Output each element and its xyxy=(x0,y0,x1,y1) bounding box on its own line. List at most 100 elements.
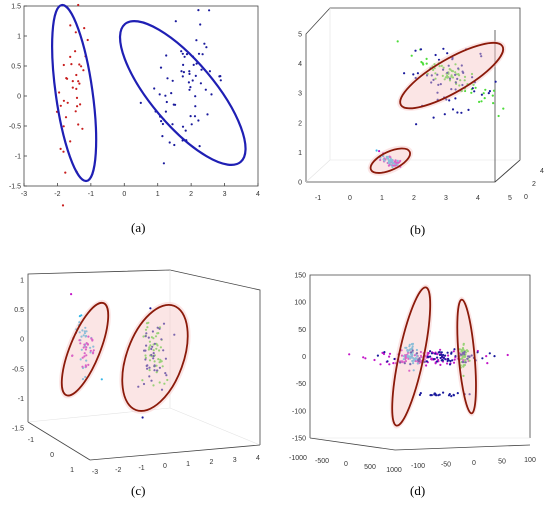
panel-d-z-tick-5: 100 xyxy=(294,300,306,307)
panel-a-point-108 xyxy=(161,122,164,126)
panel-c-point-82 xyxy=(158,349,161,352)
panel-d-y-tick-3: 50 xyxy=(498,459,506,466)
panel-b-point-194 xyxy=(460,64,463,67)
panel-c-ellipse-1 xyxy=(121,303,189,412)
panel-d-point-276 xyxy=(468,355,471,359)
panel-a-point-77 xyxy=(197,52,201,55)
panel-b-point-158 xyxy=(425,74,429,77)
panel-b-y-tick-2: 4 xyxy=(540,168,544,175)
panel-c-point-99 xyxy=(155,347,158,350)
panel-b-point-69 xyxy=(391,160,394,163)
panel-d-point-257 xyxy=(415,352,419,355)
panel-c-point-149 xyxy=(146,364,149,367)
panel-a-point-95 xyxy=(170,92,173,95)
panel-c-point-15 xyxy=(82,334,85,337)
panel-c-point-123 xyxy=(145,332,148,335)
panel-c-point-12 xyxy=(78,315,81,318)
panel-b-point-106 xyxy=(459,79,462,82)
panel-c-point-23 xyxy=(89,346,92,349)
panel-a-point-94 xyxy=(199,23,202,26)
panel-b-point-112 xyxy=(484,88,487,91)
panel-b-point-166 xyxy=(432,78,435,81)
panel-a-point-93 xyxy=(184,129,187,132)
panel-a-point-74 xyxy=(173,143,176,147)
panel-a-point-88 xyxy=(210,93,213,96)
panel-b-point-28 xyxy=(393,160,397,163)
panel-d-point-93 xyxy=(419,350,422,354)
panel-b-point-147 xyxy=(403,72,406,75)
panel-a-axes-box xyxy=(23,5,259,187)
panel-b-point-193 xyxy=(454,81,457,84)
panel-b-ellipse-1 xyxy=(399,41,505,110)
panel-d-point-134 xyxy=(408,345,411,348)
panel-c-point-105 xyxy=(145,322,149,325)
panel-b-point-99 xyxy=(483,97,486,100)
panel-d-point-3 xyxy=(388,355,391,358)
panel-d-point-288 xyxy=(466,357,469,360)
panel-d-ellipse-glow-1 xyxy=(454,296,479,417)
panel-b-point-172 xyxy=(439,83,442,86)
panel-c-point-93 xyxy=(155,342,158,345)
panel-d-point-289 xyxy=(450,352,453,355)
panel-c-point-35 xyxy=(86,343,89,346)
panel-b-point-186 xyxy=(442,47,445,50)
panel-d-point-285 xyxy=(426,355,429,358)
panel-d-point-241 xyxy=(441,355,444,358)
panel-c-point-4 xyxy=(100,378,103,381)
panel-d-point-258 xyxy=(383,351,386,354)
panel-c-point-85 xyxy=(148,346,151,349)
panel-d-point-106 xyxy=(462,359,465,362)
panel-c-point-21 xyxy=(85,359,88,362)
panel-c-point-108 xyxy=(141,379,144,382)
panel-d-point-84 xyxy=(447,354,450,357)
panel-d-point-71 xyxy=(486,362,489,365)
panel-c-point-72 xyxy=(157,358,160,361)
panel-c-x-tick-4: 1 xyxy=(186,461,190,468)
panel-b-point-5 xyxy=(379,158,382,162)
panel-c-point-59 xyxy=(92,351,95,354)
panel-a-point-109 xyxy=(180,70,183,73)
panel-c-point-26 xyxy=(85,330,88,333)
panel-a-y-tick-6: 1.5 xyxy=(11,4,21,11)
panel-c-point-19 xyxy=(81,378,85,381)
panel-b-z-tick-1: 1 xyxy=(298,150,302,157)
panel-c-point-31 xyxy=(83,352,86,355)
panel-a-point-12 xyxy=(77,123,80,126)
panel-b-point-139 xyxy=(482,92,485,95)
panel-a-ellipse-1 xyxy=(118,19,247,167)
panel-c-point-66 xyxy=(153,360,156,363)
panel-a-point-78 xyxy=(195,39,198,42)
panel-a-point-64 xyxy=(188,88,191,91)
panel-a-point-34 xyxy=(64,116,68,119)
panel-d-y-tick-0: -100 xyxy=(411,463,425,470)
panel-d-point-8 xyxy=(452,350,455,353)
panel-b-x-tick-4: 3 xyxy=(444,195,448,202)
panel-a-point-26 xyxy=(75,73,78,77)
panel-d-point-181 xyxy=(468,359,471,362)
panel-a-point-18 xyxy=(61,204,65,207)
panel-b-point-131 xyxy=(470,91,473,94)
panel-a-point-8 xyxy=(62,150,65,153)
panel-a-point-0 xyxy=(74,50,77,53)
panel-b-point-155 xyxy=(471,76,474,79)
panel-d-y-tick-2: 0 xyxy=(472,460,476,467)
panel-d-point-244 xyxy=(403,362,406,365)
panel-a-point-4 xyxy=(77,80,80,83)
panel-d-x-ticks: -1000 -500 0 500 1000 xyxy=(289,455,402,474)
panel-a-point-84 xyxy=(193,115,197,118)
panel-a-point-39 xyxy=(81,127,84,130)
panel-a-x-tick-0: -3 xyxy=(21,191,27,198)
panel-a-point-59 xyxy=(161,135,164,138)
panel-d-point-36 xyxy=(404,360,407,363)
panel-b-point-50 xyxy=(382,154,385,158)
panel-a-point-16 xyxy=(71,80,74,83)
panel-b-point-137 xyxy=(448,79,452,82)
panel-c-ellipse-0 xyxy=(60,301,110,397)
panel-b-point-89 xyxy=(440,64,443,67)
panel-a-point-60 xyxy=(199,82,202,85)
panel-d-point-268 xyxy=(441,359,444,362)
panel-b-point-154 xyxy=(473,90,476,93)
panel-d-point-247 xyxy=(411,349,414,352)
panel-b-point-61 xyxy=(396,163,399,166)
